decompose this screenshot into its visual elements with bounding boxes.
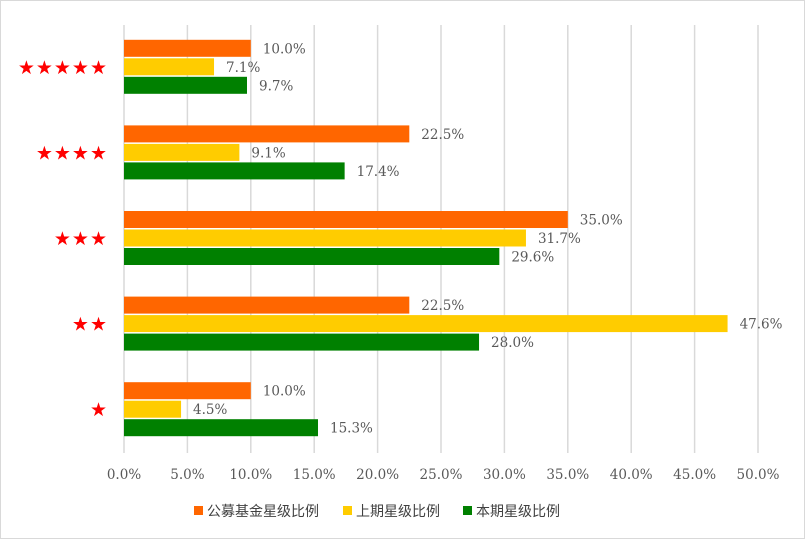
legend-label: 本期星级比例: [476, 504, 560, 520]
category-label: ★★★★: [36, 142, 108, 164]
bar: [124, 58, 215, 76]
data-label: 4.5%: [193, 402, 227, 418]
data-label: 10.0%: [263, 41, 306, 57]
legend-swatch: [194, 506, 203, 515]
legend-swatch: [343, 506, 352, 515]
bar: [124, 333, 480, 351]
bar: [124, 248, 500, 265]
bar: [124, 39, 251, 57]
bar: [124, 382, 251, 400]
category-label: ★: [90, 399, 108, 421]
bar: [124, 296, 410, 314]
x-tick-label: 5.0%: [170, 467, 204, 483]
x-tick-label: 0.0%: [107, 467, 141, 483]
legend-label: 公募基金星级比例: [207, 503, 319, 520]
x-tick-label: 10.0%: [229, 467, 272, 483]
category-label: ★★★: [54, 228, 108, 250]
data-label: 9.7%: [259, 78, 293, 94]
data-label: 31.7%: [538, 231, 581, 247]
data-label: 28.0%: [491, 335, 534, 351]
x-tick-label: 35.0%: [546, 467, 589, 483]
x-tick-label: 15.0%: [293, 467, 336, 483]
data-label: 10.0%: [263, 384, 306, 400]
bar: [124, 229, 526, 247]
x-tick-label: 45.0%: [673, 467, 716, 483]
category-label: ★★: [72, 314, 108, 336]
data-label: 15.3%: [330, 421, 373, 437]
data-label: 7.1%: [226, 60, 260, 76]
bar: [124, 211, 568, 228]
x-tick-label: 20.0%: [356, 467, 399, 483]
data-label: 9.1%: [251, 145, 285, 161]
x-tick-label: 50.0%: [737, 467, 780, 483]
bar: [124, 162, 345, 180]
data-label: 22.5%: [421, 298, 464, 314]
data-label: 47.6%: [740, 317, 783, 333]
x-tick-label: 30.0%: [483, 467, 526, 483]
data-label: 29.6%: [511, 250, 554, 266]
bar: [124, 143, 240, 161]
legend-swatch: [463, 506, 472, 515]
x-tick-label: 40.0%: [610, 467, 653, 483]
data-label: 22.5%: [421, 127, 464, 143]
data-label: 35.0%: [580, 213, 623, 229]
category-label: ★★★★★: [18, 57, 108, 79]
x-tick-label: 25.0%: [420, 467, 463, 483]
data-label: 17.4%: [357, 164, 400, 180]
bar: [124, 125, 410, 143]
bar: [124, 315, 728, 333]
bar: [124, 400, 182, 418]
legend-label: 上期星级比例: [356, 504, 440, 520]
bar: [124, 419, 319, 437]
bar: [124, 76, 247, 94]
